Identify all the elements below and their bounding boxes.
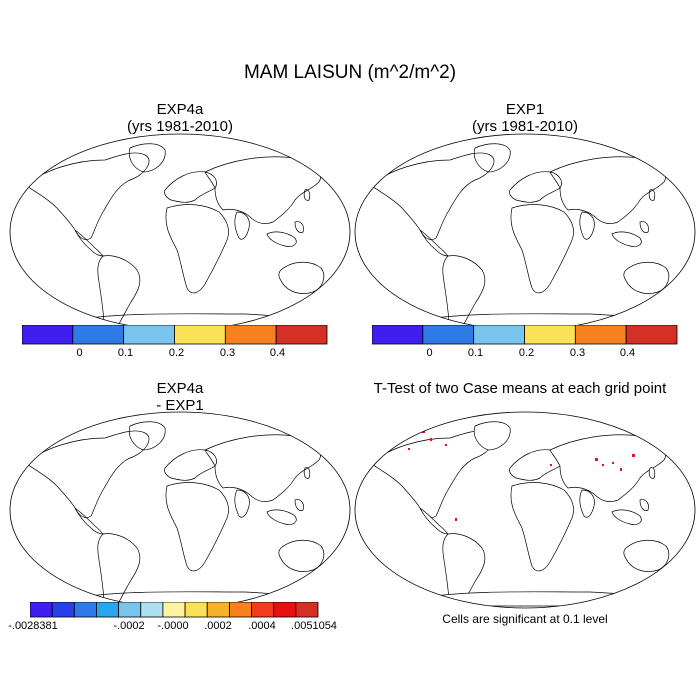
- colorbar-label: -.0028381: [8, 620, 58, 632]
- panel-title-line2: (yrs 1981-2010): [472, 118, 578, 135]
- colorbar-swatch: [162, 602, 186, 618]
- map-exp1: [354, 133, 696, 331]
- colorbar-label: 0: [76, 347, 83, 359]
- colorbar-swatch: [22, 325, 74, 345]
- colorbar-swatch: [73, 602, 97, 618]
- panel-title-line1: T-Test of two Case means at each grid po…: [373, 380, 667, 397]
- colorbar-label: .0051054: [291, 620, 337, 632]
- colorbar-swatch: [422, 325, 475, 345]
- colorbar-label: .0002: [204, 620, 232, 632]
- colorbar-swatch: [273, 602, 297, 618]
- colorbar-swatch: [51, 602, 75, 618]
- colorbar-swatch: [275, 325, 328, 345]
- colorbar-swatch: [72, 325, 125, 345]
- colorbar-swatch: [228, 602, 252, 618]
- panel-title-exp1: EXP1 (yrs 1981-2010): [425, 101, 625, 135]
- colorbar-exp4a: 0 0.1 0.2 0.3 0.4: [22, 325, 332, 365]
- colorbar-swatch: [295, 602, 319, 618]
- colorbar-label: -.0000: [157, 620, 189, 632]
- map-diff: [9, 411, 351, 609]
- colorbar-label: 0.1: [117, 347, 134, 359]
- colorbar-swatch: [574, 325, 627, 345]
- colorbar-label: 0.2: [168, 347, 185, 359]
- panel-title-line1: EXP4a: [156, 101, 204, 118]
- colorbar-swatch: [184, 602, 208, 618]
- colorbar-swatches: [372, 325, 678, 345]
- colorbar-swatch: [473, 325, 525, 345]
- colorbar-label: 0.3: [569, 347, 586, 359]
- colorbar-swatch: [372, 325, 424, 345]
- panel-title-line1: EXP4a: [156, 380, 204, 397]
- colorbar-swatch: [524, 325, 576, 345]
- colorbar-exp1: 0 0.1 0.2 0.3 0.4: [372, 325, 682, 365]
- panel-title-line2: (yrs 1981-2010): [127, 118, 233, 135]
- panel-title-line1: EXP1: [505, 101, 545, 118]
- map-ttest: [354, 411, 696, 609]
- colorbar-swatch: [625, 325, 678, 345]
- colorbar-swatch: [140, 602, 164, 618]
- colorbar-diff: -.0028381 -.0002 -.0000 .0002 .0004 .005…: [8, 602, 350, 642]
- colorbar-swatches: [22, 325, 328, 345]
- panel-title-line2: - EXP1: [156, 397, 204, 414]
- colorbar-swatches: [30, 602, 319, 618]
- panel-title-ttest: T-Test of two Case means at each grid po…: [345, 380, 695, 397]
- significance-note: Cells are significant at 0.1 level: [442, 612, 608, 626]
- colorbar-swatch: [118, 602, 142, 618]
- colorbar-label: 0.3: [219, 347, 236, 359]
- colorbar-label: 0.1: [467, 347, 484, 359]
- map-exp4a: [9, 133, 351, 331]
- colorbar-label: 0.2: [518, 347, 535, 359]
- colorbar-swatch: [96, 602, 120, 618]
- colorbar-label: 0.4: [269, 347, 286, 359]
- colorbar-label: 0: [426, 347, 433, 359]
- page-title: MAM LAISUN (m^2/m^2): [243, 62, 457, 83]
- colorbar-swatch: [123, 325, 175, 345]
- panel-title-diff: EXP4a - EXP1: [80, 380, 280, 414]
- colorbar-swatch: [174, 325, 226, 345]
- colorbar-swatch: [251, 602, 275, 618]
- colorbar-label: -.0002: [113, 620, 145, 632]
- colorbar-swatch: [30, 602, 53, 618]
- colorbar-label: 0.4: [619, 347, 636, 359]
- colorbar-swatch: [206, 602, 230, 618]
- panel-title-exp4a: EXP4a (yrs 1981-2010): [80, 101, 280, 135]
- colorbar-label: .0004: [248, 620, 276, 632]
- colorbar-swatch: [224, 325, 277, 345]
